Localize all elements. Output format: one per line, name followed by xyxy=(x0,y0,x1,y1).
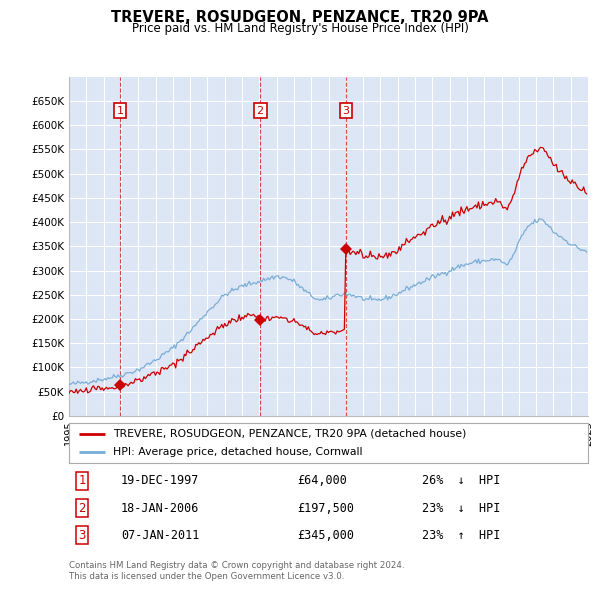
Text: TREVERE, ROSUDGEON, PENZANCE, TR20 9PA: TREVERE, ROSUDGEON, PENZANCE, TR20 9PA xyxy=(111,10,489,25)
Text: £345,000: £345,000 xyxy=(298,529,355,542)
Text: 3: 3 xyxy=(78,529,86,542)
Text: 23%  ↑  HPI: 23% ↑ HPI xyxy=(422,529,500,542)
Text: £197,500: £197,500 xyxy=(298,502,355,514)
Text: 3: 3 xyxy=(343,106,350,116)
Text: 26%  ↓  HPI: 26% ↓ HPI xyxy=(422,474,500,487)
Text: Contains HM Land Registry data © Crown copyright and database right 2024.: Contains HM Land Registry data © Crown c… xyxy=(69,560,404,569)
Text: This data is licensed under the Open Government Licence v3.0.: This data is licensed under the Open Gov… xyxy=(69,572,344,581)
Text: 1: 1 xyxy=(117,106,124,116)
Text: HPI: Average price, detached house, Cornwall: HPI: Average price, detached house, Corn… xyxy=(113,447,362,457)
Text: £64,000: £64,000 xyxy=(298,474,347,487)
Text: 1: 1 xyxy=(78,474,86,487)
Text: TREVERE, ROSUDGEON, PENZANCE, TR20 9PA (detached house): TREVERE, ROSUDGEON, PENZANCE, TR20 9PA (… xyxy=(113,429,466,439)
Text: 2: 2 xyxy=(257,106,264,116)
Text: 2: 2 xyxy=(78,502,86,514)
Text: 07-JAN-2011: 07-JAN-2011 xyxy=(121,529,199,542)
Text: 18-JAN-2006: 18-JAN-2006 xyxy=(121,502,199,514)
Text: Price paid vs. HM Land Registry's House Price Index (HPI): Price paid vs. HM Land Registry's House … xyxy=(131,22,469,35)
Text: 23%  ↓  HPI: 23% ↓ HPI xyxy=(422,502,500,514)
Text: 19-DEC-1997: 19-DEC-1997 xyxy=(121,474,199,487)
